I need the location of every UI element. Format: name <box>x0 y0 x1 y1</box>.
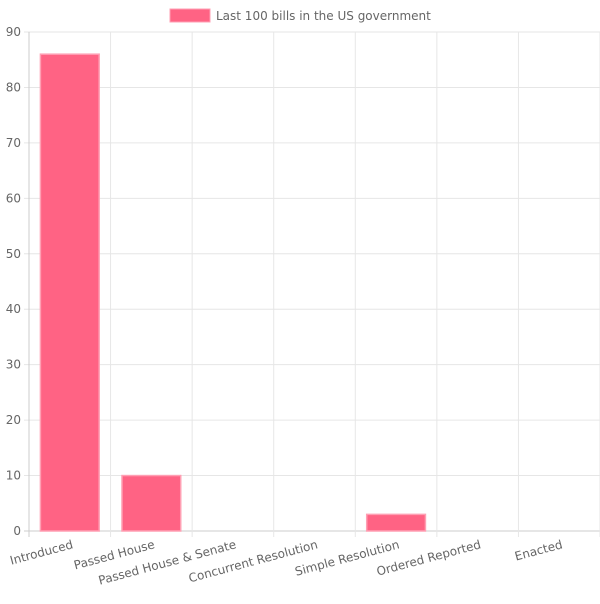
bar[interactable] <box>39 53 100 532</box>
legend[interactable]: Last 100 bills in the US government <box>169 8 431 23</box>
bar[interactable] <box>365 513 427 532</box>
y-tick-label: 80 <box>6 80 21 94</box>
y-axis: 0 10 20 30 40 50 60 70 80 90 <box>6 25 21 538</box>
bars <box>39 53 427 532</box>
x-tick-label: Enacted <box>513 537 564 563</box>
y-tick-label: 60 <box>6 191 21 205</box>
x-tick-label: Passed House & Senate <box>97 537 238 587</box>
y-tick-label: 50 <box>6 247 21 261</box>
y-tick-label: 30 <box>6 358 21 372</box>
legend-swatch <box>169 8 211 23</box>
x-tick-label: Introduced <box>8 537 74 567</box>
y-tick-label: 90 <box>6 25 21 39</box>
bar[interactable] <box>121 474 182 532</box>
y-tick-label: 70 <box>6 136 21 150</box>
y-tick-label: 0 <box>13 524 21 538</box>
y-tick-label: 40 <box>6 302 21 316</box>
y-tick-label: 10 <box>6 469 21 483</box>
legend-label: Last 100 bills in the US government <box>216 9 431 23</box>
grid <box>24 31 600 537</box>
y-tick-label: 20 <box>6 413 21 427</box>
